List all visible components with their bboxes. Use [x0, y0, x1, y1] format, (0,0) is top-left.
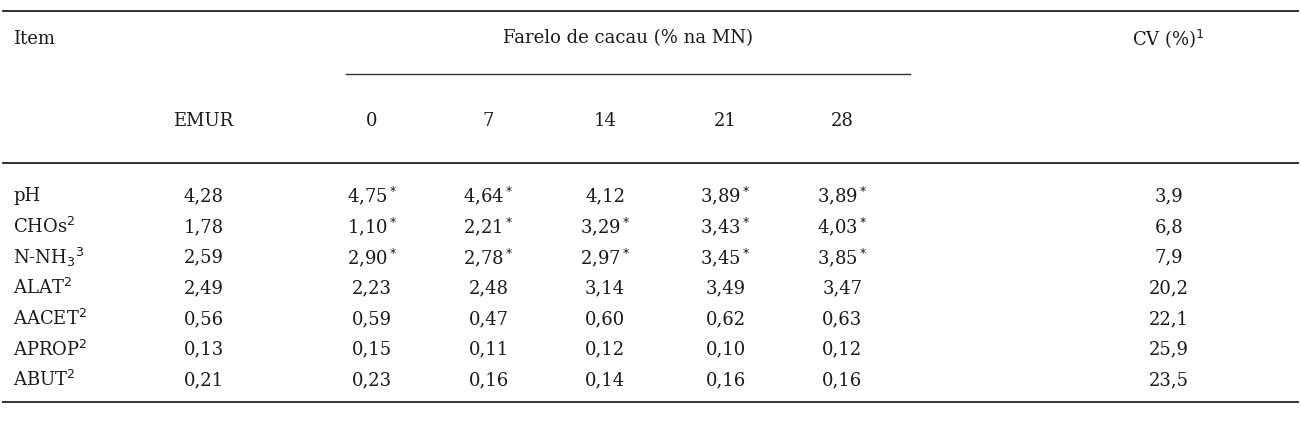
Text: CHOs$^2$: CHOs$^2$ — [13, 217, 75, 237]
Text: pH: pH — [13, 187, 40, 205]
Text: 0,60: 0,60 — [585, 310, 626, 328]
Text: 0: 0 — [366, 112, 377, 130]
Text: 0,10: 0,10 — [705, 341, 745, 359]
Text: 1,10$^*$: 1,10$^*$ — [346, 216, 397, 238]
Text: 3,89$^*$: 3,89$^*$ — [817, 185, 868, 207]
Text: AACET$^2$: AACET$^2$ — [13, 309, 87, 329]
Text: Farelo de cacau (% na MN): Farelo de cacau (% na MN) — [502, 29, 753, 48]
Text: ALAT$^2$: ALAT$^2$ — [13, 278, 72, 298]
Text: 3,43$^*$: 3,43$^*$ — [700, 216, 751, 238]
Text: 0,59: 0,59 — [351, 310, 392, 328]
Text: 1,78: 1,78 — [183, 218, 224, 236]
Text: EMUR: EMUR — [173, 112, 234, 130]
Text: 7,9: 7,9 — [1154, 248, 1183, 267]
Text: 4,75$^*$: 4,75$^*$ — [346, 185, 397, 207]
Text: 2,48: 2,48 — [468, 279, 509, 297]
Text: 0,15: 0,15 — [351, 341, 392, 359]
Text: 0,63: 0,63 — [822, 310, 863, 328]
Text: 0,12: 0,12 — [585, 341, 626, 359]
Text: 23,5: 23,5 — [1149, 371, 1189, 389]
Text: 2,49: 2,49 — [183, 279, 224, 297]
Text: 2,59: 2,59 — [183, 248, 224, 267]
Text: 3,9: 3,9 — [1154, 187, 1183, 205]
Text: 3,49: 3,49 — [705, 279, 745, 297]
Text: 2,21$^*$: 2,21$^*$ — [463, 216, 514, 238]
Text: 0,47: 0,47 — [468, 310, 509, 328]
Text: 2,90$^*$: 2,90$^*$ — [346, 246, 397, 269]
Text: 0,14: 0,14 — [585, 371, 626, 389]
Text: 0,16: 0,16 — [468, 371, 509, 389]
Text: 0,56: 0,56 — [183, 310, 224, 328]
Text: 0,21: 0,21 — [183, 371, 224, 389]
Text: ABUT$^2$: ABUT$^2$ — [13, 370, 75, 390]
Text: 0,13: 0,13 — [183, 341, 224, 359]
Text: 3,89$^*$: 3,89$^*$ — [700, 185, 751, 207]
Text: 4,12: 4,12 — [585, 187, 626, 205]
Text: 0,11: 0,11 — [468, 341, 509, 359]
Text: 0,62: 0,62 — [705, 310, 745, 328]
Text: Item: Item — [13, 29, 55, 48]
Text: 25,9: 25,9 — [1149, 341, 1189, 359]
Text: APROP$^2$: APROP$^2$ — [13, 340, 87, 360]
Text: 3,14: 3,14 — [585, 279, 626, 297]
Text: 3,85$^*$: 3,85$^*$ — [817, 246, 868, 269]
Text: 3,47: 3,47 — [822, 279, 863, 297]
Text: 22,1: 22,1 — [1149, 310, 1189, 328]
Text: 2,23: 2,23 — [353, 279, 392, 297]
Text: 4,03$^*$: 4,03$^*$ — [817, 216, 868, 238]
Text: 3,45$^*$: 3,45$^*$ — [700, 246, 751, 269]
Text: 21: 21 — [714, 112, 738, 130]
Text: 28: 28 — [831, 112, 853, 130]
Text: 0,12: 0,12 — [822, 341, 863, 359]
Text: 2,97$^*$: 2,97$^*$ — [580, 246, 631, 269]
Text: N-NH$_3$$^3$: N-NH$_3$$^3$ — [13, 246, 85, 269]
Text: 2,78$^*$: 2,78$^*$ — [463, 246, 514, 269]
Text: 7: 7 — [483, 112, 494, 130]
Text: 4,28: 4,28 — [183, 187, 224, 205]
Text: 6,8: 6,8 — [1154, 218, 1183, 236]
Text: 3,29$^*$: 3,29$^*$ — [580, 216, 630, 238]
Text: 0,16: 0,16 — [822, 371, 863, 389]
Text: CV (%)$^1$: CV (%)$^1$ — [1132, 27, 1205, 50]
Text: 0,16: 0,16 — [705, 371, 745, 389]
Text: 14: 14 — [593, 112, 617, 130]
Text: 0,23: 0,23 — [351, 371, 392, 389]
Text: 4,64$^*$: 4,64$^*$ — [463, 185, 514, 207]
Text: 20,2: 20,2 — [1149, 279, 1189, 297]
